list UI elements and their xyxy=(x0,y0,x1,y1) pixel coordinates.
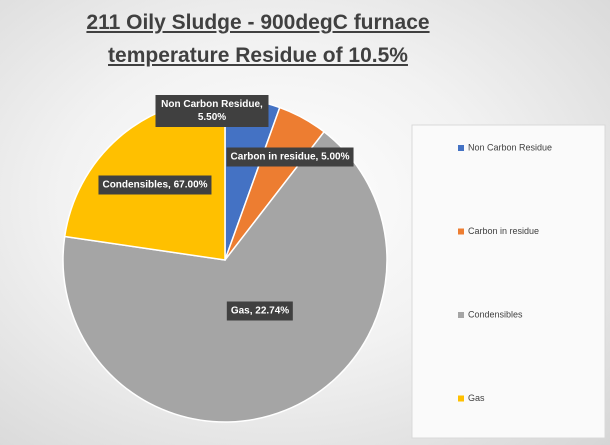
data-label: Non Carbon Residue, 5.50% xyxy=(155,95,269,127)
data-label: Condensibles, 67.00% xyxy=(98,175,212,195)
chart-title: 211 Oily Sludge - 900degC furnace temper… xyxy=(86,11,430,67)
legend-box xyxy=(411,124,606,439)
legend-label: Gas xyxy=(468,393,485,403)
legend-swatch xyxy=(458,395,464,402)
pie-slice xyxy=(62,130,388,423)
legend-label: Non Carbon Residue xyxy=(468,142,552,152)
legend-swatch xyxy=(458,312,464,318)
legend-swatch xyxy=(458,228,464,235)
legend-swatch xyxy=(458,145,464,151)
data-label: Gas, 22.74% xyxy=(226,301,294,321)
legend-label: Carbon in residue xyxy=(468,226,539,236)
data-label: Carbon in residue, 5.00% xyxy=(226,147,354,167)
legend-label: Condensibles xyxy=(468,309,523,319)
